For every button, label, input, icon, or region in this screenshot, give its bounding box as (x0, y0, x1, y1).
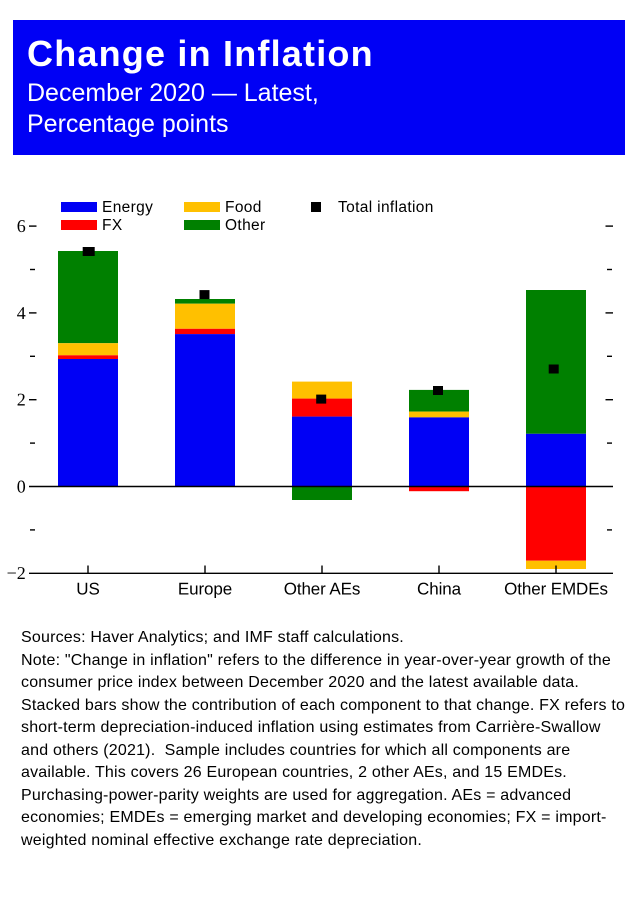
svg-text:4: 4 (17, 303, 26, 323)
svg-text:Europe: Europe (178, 580, 232, 599)
svg-text:US: US (76, 580, 99, 599)
svg-text:China: China (417, 580, 462, 599)
svg-text:Other EMDEs: Other EMDEs (504, 580, 608, 599)
svg-text:−2: −2 (7, 563, 26, 583)
svg-text:Other AEs: Other AEs (284, 580, 361, 599)
svg-text:0: 0 (17, 476, 26, 496)
svg-text:6: 6 (17, 216, 26, 236)
svg-text:2: 2 (17, 390, 26, 410)
